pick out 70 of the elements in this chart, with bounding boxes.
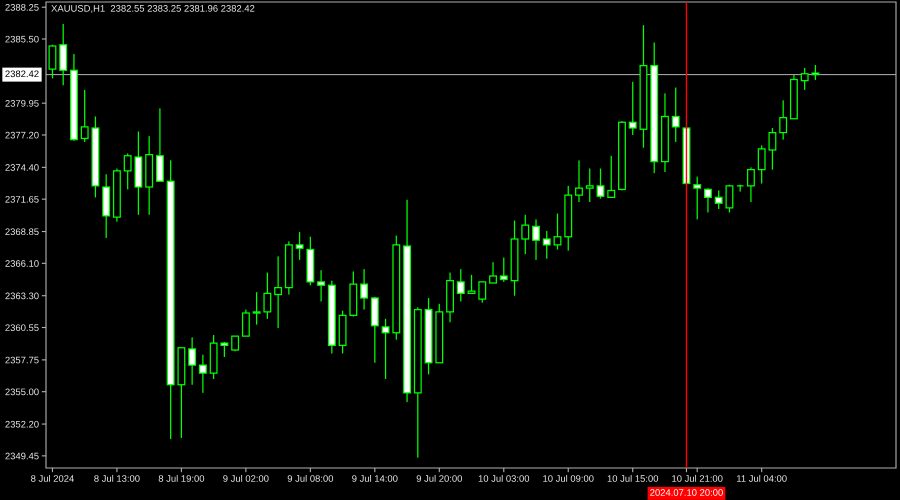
- candlestick: [382, 318, 390, 380]
- candlestick: [317, 270, 326, 302]
- candlestick: [542, 230, 551, 260]
- candlestick: [489, 262, 497, 284]
- ref-line-label: 2382.42: [5, 70, 39, 78]
- candlestick: [500, 256, 508, 282]
- chart-title: XAUUSD,H1 2382.55 2383.25 2381.96 2382.42: [51, 5, 254, 13]
- x-tick-label: 2024.07.10 20:00: [650, 489, 723, 496]
- y-tick-label: 2355.00: [5, 388, 39, 396]
- x-tick-label: 10 Jul 15:00: [608, 474, 658, 482]
- candlestick: [188, 336, 196, 386]
- candlestick: [586, 168, 594, 203]
- candlestick: [575, 160, 583, 203]
- candlestick: [725, 184, 734, 214]
- candlestick: [746, 166, 755, 203]
- candlestick: [521, 214, 530, 255]
- candlestick: [811, 64, 820, 81]
- x-tick-label: 8 Jul 2024: [31, 474, 74, 482]
- candlestick: [48, 44, 56, 79]
- x-tick-label: 11 Jul 04:00: [737, 474, 787, 482]
- candlestick: [456, 268, 465, 302]
- y-tick-label: 2357.75: [5, 356, 39, 364]
- candlestick: [252, 292, 261, 326]
- candlestick: [768, 127, 776, 170]
- candlestick: [704, 188, 712, 214]
- y-tick-label: 2379.95: [5, 100, 39, 107]
- candlestick: [296, 231, 304, 260]
- candlestick: [360, 268, 368, 310]
- x-tick-label: 9 Jul 14:00: [352, 474, 398, 482]
- candlestick: [714, 190, 723, 210]
- y-tick-label: 2352.20: [5, 420, 39, 428]
- candlestick: [596, 168, 604, 200]
- x-tick-label: 9 Jul 08:00: [288, 474, 334, 482]
- y-tick-label: 2368.85: [5, 228, 39, 236]
- y-tick-label: 2377.20: [5, 132, 39, 138]
- candlestick: [468, 274, 476, 294]
- candlestick: [274, 256, 282, 329]
- candlestick: [758, 144, 766, 184]
- candlestick: [607, 155, 616, 198]
- candlestick: [779, 100, 788, 140]
- candlestick: [532, 218, 540, 260]
- candlestick: [554, 212, 562, 250]
- x-tick-label: 9 Jul 20:00: [416, 474, 462, 482]
- x-tick-label: 9 Jul 02:00: [223, 474, 269, 482]
- candlestick: [263, 272, 272, 320]
- candlestick: [800, 67, 809, 91]
- candlestick: [80, 89, 89, 143]
- candlestick: [242, 308, 250, 337]
- x-tick-label: 10 Jul 03:00: [478, 474, 530, 482]
- y-tick-label: 2366.10: [5, 260, 39, 267]
- candlestick: [478, 281, 486, 304]
- y-tick-label: 2363.30: [5, 292, 39, 300]
- y-tick-label: 2371.65: [5, 196, 39, 203]
- candlestick: [693, 176, 702, 220]
- x-tick-label: 8 Jul 13:00: [94, 474, 140, 482]
- y-tick-label: 2388.25: [5, 4, 39, 11]
- x-tick-label: 8 Jul 19:00: [158, 474, 204, 482]
- x-tick-label: 10 Jul 21:00: [672, 474, 723, 482]
- candlestick: [628, 81, 637, 136]
- candlestick: [220, 341, 228, 358]
- y-tick-label: 2385.50: [5, 36, 39, 43]
- y-tick-label: 2374.40: [5, 164, 39, 171]
- y-tick-label: 2349.45: [5, 452, 39, 460]
- candlestick: [124, 152, 132, 190]
- candlestick: [672, 86, 680, 143]
- y-tick-label: 2360.55: [5, 324, 39, 332]
- candlestick: [736, 184, 744, 192]
- candlestick: [231, 336, 240, 352]
- x-tick-label: 10 Jul 09:00: [543, 474, 594, 482]
- candlestick: [198, 354, 207, 394]
